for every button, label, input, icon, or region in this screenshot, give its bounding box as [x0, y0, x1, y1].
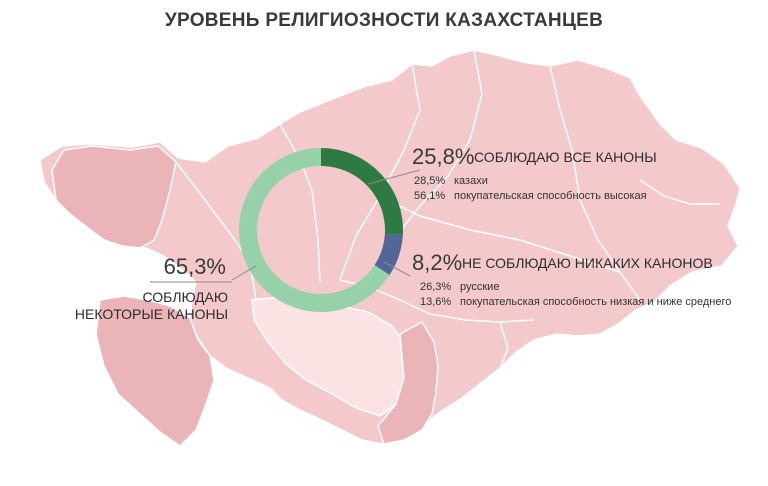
map-region-southwest	[95, 295, 215, 447]
slice-some-canons-label: 65,3% СОБЛЮДАЮ НЕКОТОРЫЕ КАНОНЫ	[75, 254, 228, 322]
slice-name-label-line-1: СОБЛЮДАЮ	[142, 289, 228, 305]
slice-all-canons-label: 25,8% СОБЛЮДАЮ ВСЕ КАНОНЫ 28,5% казахи 5…	[412, 144, 657, 202]
map-region-borders	[175, 49, 720, 369]
leader-lines	[150, 169, 421, 283]
map-region-south-light	[251, 295, 407, 417]
slice-name-label: СОБЛЮДАЮ ВСЕ КАНОНЫ	[474, 149, 657, 165]
map-border	[339, 63, 421, 281]
detail-text: русские	[460, 281, 499, 293]
chart-title: УРОВЕНЬ РЕЛИГИОЗНОСТИ КАЗАХСТАНЦЕВ	[164, 10, 604, 31]
map-border	[379, 195, 621, 273]
slice-value-label: 25,8%	[412, 144, 474, 169]
slice-no-canons-label: 8,2% НЕ СОБЛЮДАЮ НИКАКИХ КАНОНОВ 26,3% р…	[412, 250, 731, 308]
map-region-south-dark	[377, 320, 439, 445]
map-border	[499, 321, 509, 369]
detail-value: 56,1%	[414, 190, 445, 202]
donut-slice-all-canons	[321, 148, 403, 236]
detail-text: покупательская способность высокая	[454, 190, 647, 202]
slice-value-label: 65,3%	[164, 254, 226, 279]
donut-slice-no-canons	[374, 233, 403, 275]
map-border	[279, 123, 321, 283]
detail-value: 26,3%	[420, 281, 451, 293]
slice-value-label: 8,2%	[412, 250, 462, 275]
map-region-west	[51, 145, 177, 249]
leader-line-some-canons	[231, 265, 257, 281]
leader-line-all-canons	[367, 169, 421, 185]
slice-name-label: НЕ СОБЛЮДАЮ НИКАКИХ КАНОНОВ	[462, 255, 713, 271]
detail-value: 13,6%	[420, 296, 451, 308]
leader-line-no-canons	[383, 261, 411, 277]
detail-text: казахи	[454, 175, 488, 187]
map-border	[639, 179, 720, 205]
detail-text: покупательская способность низкая и ниже…	[460, 296, 731, 308]
detail-value: 28,5%	[414, 175, 445, 187]
map-border	[175, 161, 257, 301]
donut-chart	[238, 148, 403, 312]
slice-name-label-line-2: НЕКОТОРЫЕ КАНОНЫ	[75, 306, 228, 322]
map-border	[395, 49, 483, 237]
